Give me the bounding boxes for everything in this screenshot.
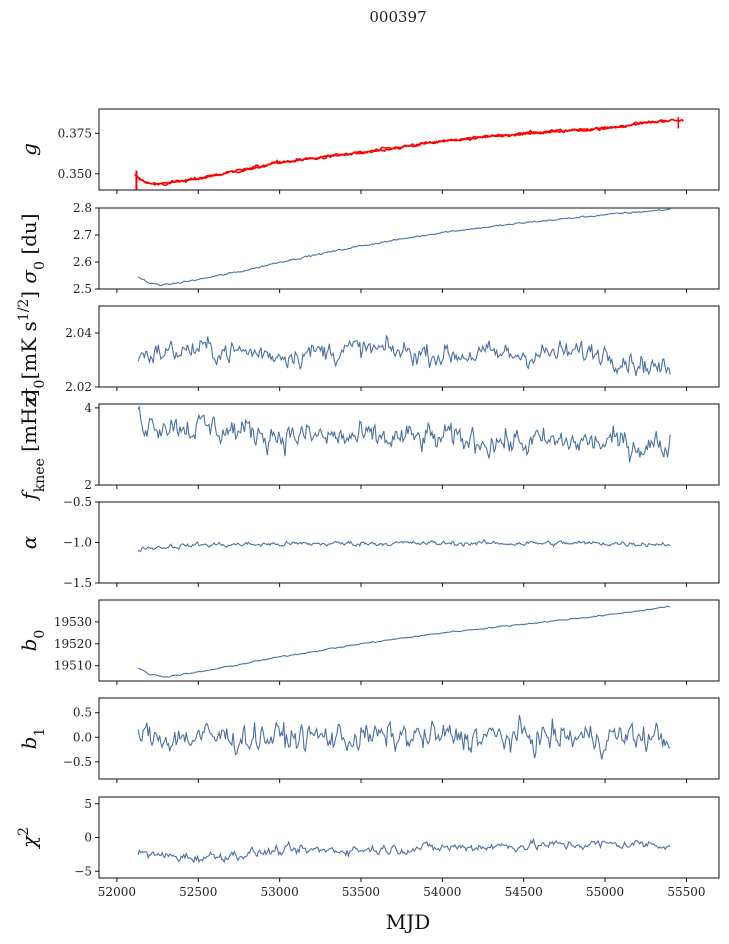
panel-6: 19510 19520 19530 b0: [17, 599, 720, 685]
y-tick-label: 2.8: [73, 201, 92, 215]
axes-frame: [98, 403, 720, 486]
series-line-3-1: [137, 334, 671, 377]
y-tick-label: 2.5: [73, 282, 92, 296]
series-line-5-1: [137, 538, 671, 552]
y-tick-label: −0.5: [63, 495, 92, 509]
series-line-1-2: [134, 118, 684, 187]
y-tick-label: 0.0: [73, 730, 92, 744]
y-axis-label: α: [17, 535, 41, 549]
y-tick-label: −1.0: [63, 536, 92, 550]
x-tick-label: 54500: [505, 885, 543, 899]
y-axis-label: g: [17, 143, 41, 156]
y-tick-label: 0.375: [58, 126, 92, 140]
y-tick-label: 2.7: [73, 228, 92, 242]
panel-2: 2.5 2.6 2.7 2.8 σ0 [du]: [17, 201, 720, 296]
series-line-8-1: [137, 837, 671, 864]
panels: 0.350 0.375 g 2.5 2.6 2.7 2.8 σ0 [du] 2.02 2.04 σ0…: [16, 108, 720, 899]
y-tick-label: −1.5: [63, 576, 92, 590]
y-tick-label: 19520: [54, 637, 92, 651]
y-axis-label: σ0 [du]: [17, 213, 48, 283]
y-axis-label: fknee [mHz]: [17, 389, 48, 501]
y-tick-label: 0.350: [58, 167, 92, 181]
y-tick-label: 2.02: [65, 380, 92, 394]
series-line-7-1: [137, 714, 671, 760]
x-tick-label: 55000: [586, 885, 624, 899]
y-tick-label: 4: [84, 401, 92, 415]
x-tick-label: 55500: [667, 885, 705, 899]
y-tick-label: 19510: [54, 659, 92, 673]
y-axis-label: b0: [17, 630, 48, 652]
axes-frame: [98, 796, 720, 879]
series-line-2-1: [137, 208, 671, 287]
y-tick-label: 2.04: [65, 326, 92, 340]
x-tick-label: 52000: [98, 885, 136, 899]
y-tick-label: 2: [84, 478, 92, 492]
x-tick-label: 53500: [342, 885, 380, 899]
y-tick-label: 19530: [54, 615, 92, 629]
axes-frame: [98, 697, 720, 780]
axes-frame: [98, 305, 720, 388]
y-tick-label: 2.6: [73, 255, 92, 269]
panel-4: 2 4 fknee [mHz]: [17, 389, 720, 502]
x-tick-label: 52500: [179, 885, 217, 899]
y-axis-label: σ0[mK s1/2]: [16, 291, 48, 402]
x-axis-label: MJD: [386, 910, 431, 934]
x-tick-label: 53000: [261, 885, 299, 899]
y-tick-label: 0: [84, 831, 92, 845]
panel-1: 0.350 0.375 g: [17, 108, 720, 194]
panel-3: 2.02 2.04 σ0[mK s1/2]: [16, 291, 720, 402]
x-tick-label: 54000: [423, 885, 461, 899]
series-line-6-1: [137, 605, 671, 678]
y-tick-label: 5: [84, 797, 92, 811]
y-axis-label: b1: [17, 728, 48, 750]
y-tick-label: −5: [74, 864, 92, 878]
panel-7: −0.5 0.0 0.5 b1: [17, 697, 720, 783]
figure-title: 000397: [369, 8, 426, 26]
axes-frame: [98, 207, 720, 290]
panel-8: −5 0 5 χ2 52000 52500 53000 53500 54000 54500 5500…: [16, 796, 720, 899]
panel-5: −1.5 −1.0 −0.5 α: [17, 495, 720, 590]
y-axis-label: χ2: [16, 827, 41, 850]
y-tick-label: −0.5: [63, 755, 92, 769]
axes-frame: [98, 108, 720, 191]
series-line-4-1: [137, 406, 671, 463]
y-tick-label: 0.5: [73, 706, 92, 720]
axes-frame: [98, 599, 720, 682]
